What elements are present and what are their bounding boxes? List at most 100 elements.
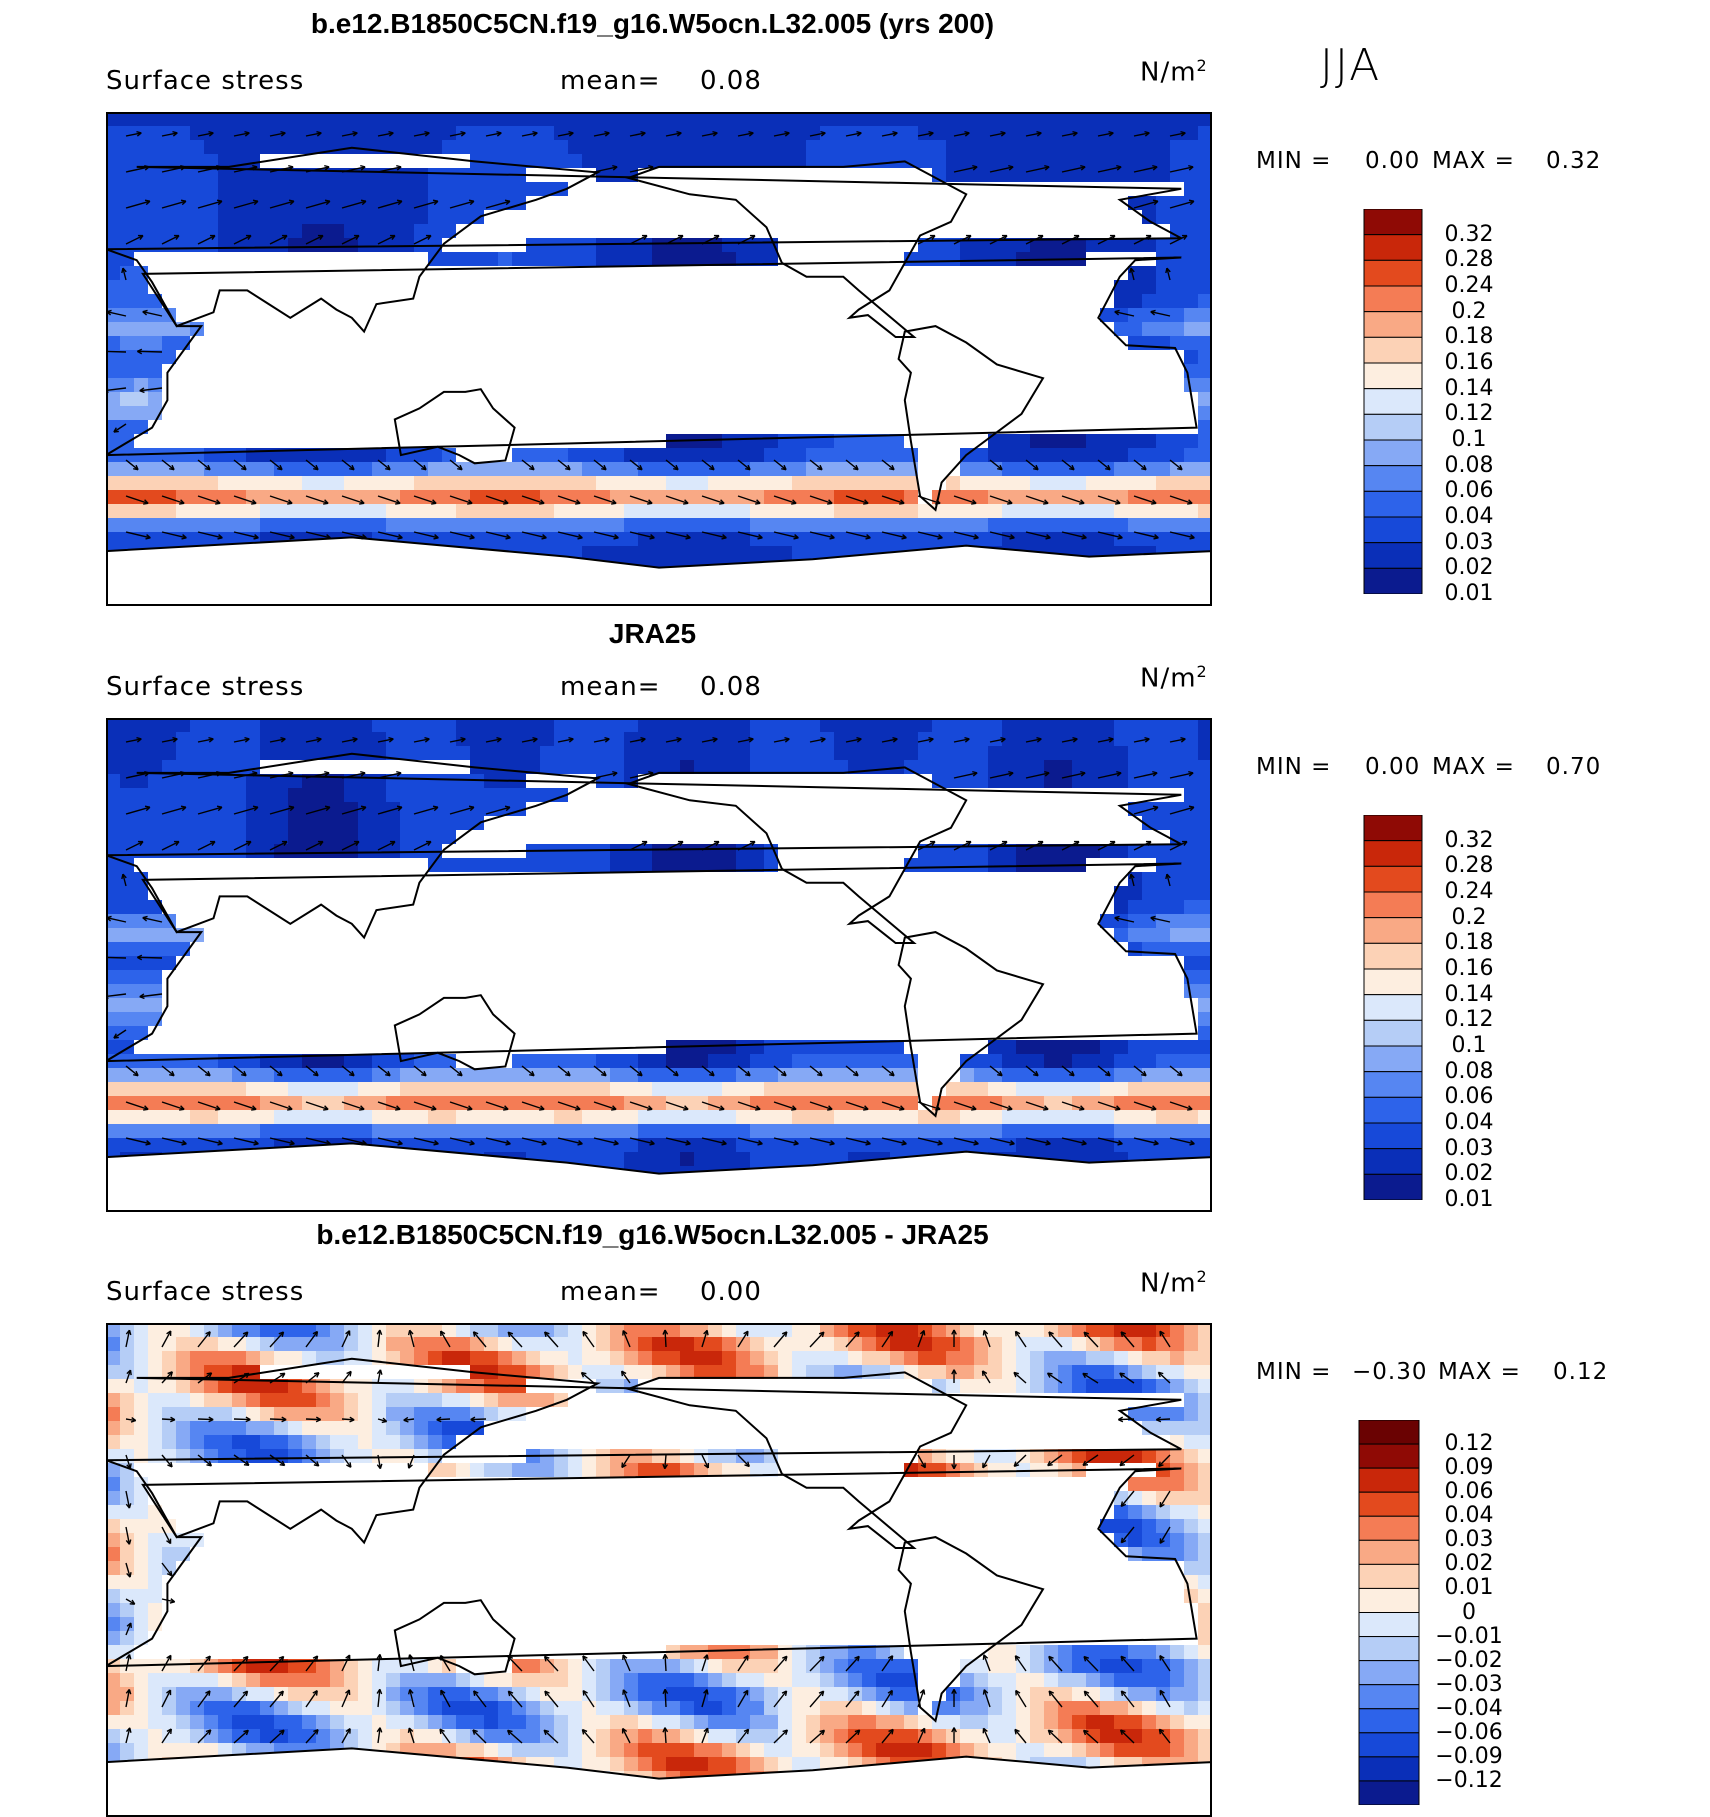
field-cell — [456, 280, 471, 295]
field-cell — [960, 928, 975, 943]
field-cell — [792, 392, 807, 407]
colorbar-tick-label: 0.24 — [1424, 275, 1514, 297]
field-cell — [526, 788, 541, 803]
field-cell — [1184, 252, 1199, 267]
field-cell — [1044, 294, 1059, 309]
field-cell — [610, 942, 625, 957]
field-cell — [526, 970, 541, 985]
field-cell — [596, 140, 611, 155]
field-cell — [554, 760, 569, 775]
field-cell — [498, 350, 513, 365]
field-cell — [484, 914, 499, 929]
field-cell — [470, 504, 485, 519]
field-cell — [988, 280, 1003, 295]
field-cell — [974, 998, 989, 1013]
field-cell — [260, 1012, 275, 1027]
field-cell — [848, 774, 863, 789]
field-cell — [456, 336, 471, 351]
field-cell — [988, 746, 1003, 761]
field-cell — [792, 238, 807, 253]
field-cell — [652, 196, 667, 211]
field-cell — [302, 998, 317, 1013]
field-cell — [806, 886, 821, 901]
field-cell — [1184, 844, 1199, 859]
field-cell — [764, 872, 779, 887]
field-cell — [260, 308, 275, 323]
field-cell — [470, 406, 485, 421]
field-cell — [1156, 760, 1171, 775]
field-cell — [988, 196, 1003, 211]
field-cell — [792, 406, 807, 421]
field-cell — [330, 718, 345, 733]
field-cell — [120, 210, 135, 225]
field-cell — [1086, 830, 1101, 845]
field-cell — [246, 378, 261, 393]
field-cell — [470, 518, 485, 533]
field-cell — [806, 718, 821, 733]
field-cell — [568, 984, 583, 999]
field-cell — [960, 872, 975, 887]
field-cell — [1142, 140, 1157, 155]
field-cell — [652, 294, 667, 309]
field-cell — [554, 210, 569, 225]
field-cell — [232, 858, 247, 873]
field-cell — [918, 760, 933, 775]
field-cell — [176, 504, 191, 519]
field-cell — [918, 336, 933, 351]
field-cell — [1016, 182, 1031, 197]
field-cell — [260, 112, 275, 127]
field-cell — [1044, 476, 1059, 491]
field-cell — [414, 182, 429, 197]
field-cell — [862, 984, 877, 999]
field-cell — [260, 434, 275, 449]
field-cell — [1198, 900, 1212, 915]
field-cell — [568, 816, 583, 831]
field-cell — [1100, 928, 1115, 943]
field-cell — [708, 998, 723, 1013]
field-cell — [1156, 392, 1171, 407]
field-cell — [246, 476, 261, 491]
field-cell — [610, 476, 625, 491]
field-cell — [288, 802, 303, 817]
field-cell — [204, 942, 219, 957]
field-cell — [400, 802, 415, 817]
field-cell — [1044, 336, 1059, 351]
field-cell — [134, 518, 149, 533]
field-cell — [232, 998, 247, 1013]
field-cell — [260, 182, 275, 197]
field-cell — [330, 420, 345, 435]
field-cell — [148, 140, 163, 155]
field-cell — [610, 126, 625, 141]
field-cell — [344, 504, 359, 519]
field-cell — [694, 970, 709, 985]
field-cell — [400, 886, 415, 901]
field-cell — [736, 308, 751, 323]
field-cell — [218, 816, 233, 831]
field-cell — [946, 532, 961, 547]
field-cell — [722, 224, 737, 239]
field-cell — [820, 518, 835, 533]
field-cell — [932, 956, 947, 971]
field-cell — [736, 984, 751, 999]
field-cell — [1016, 928, 1031, 943]
field-cell — [148, 322, 163, 337]
field-cell — [1058, 886, 1073, 901]
field-cell — [162, 830, 177, 845]
field-cell — [484, 1012, 499, 1027]
field-cell — [372, 984, 387, 999]
field-cell — [680, 900, 695, 915]
field-cell — [372, 336, 387, 351]
field-cell — [722, 238, 737, 253]
field-cell — [736, 294, 751, 309]
field-cell — [778, 350, 793, 365]
field-cell — [190, 140, 205, 155]
field-cell — [148, 844, 163, 859]
field-cell — [1184, 718, 1199, 733]
field-cell — [302, 956, 317, 971]
field-cell — [218, 308, 233, 323]
field-cell — [106, 322, 121, 337]
field-cell — [316, 1012, 331, 1027]
field-cell — [876, 956, 891, 971]
field-cell — [750, 886, 765, 901]
field-cell — [386, 788, 401, 803]
